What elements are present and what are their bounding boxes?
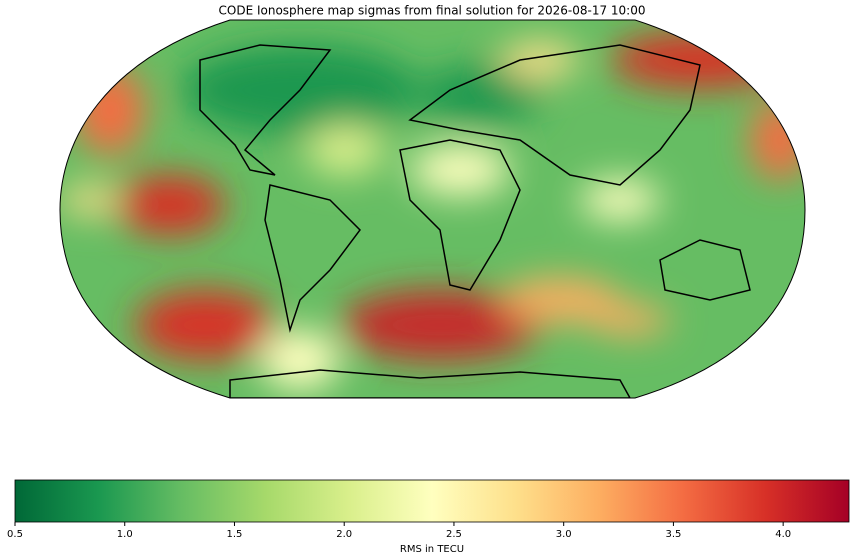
map-title: CODE Ionosphere map sigmas from final so…	[219, 4, 646, 18]
colorbar-tick-label: 0.5	[7, 529, 23, 540]
map-outline	[59, 19, 806, 399]
colorbar-tick-label: 3.5	[665, 529, 681, 540]
colorbar-tick-label: 3.0	[556, 529, 572, 540]
colorbar-label: RMS in TECU	[400, 544, 464, 555]
colorbar-tick-label: 4.0	[775, 529, 791, 540]
map	[60, 20, 805, 398]
colorbar-tick-label: 1.0	[117, 529, 133, 540]
colorbar-tick-label: 2.5	[446, 529, 462, 540]
colorbar-tick-label: 2.0	[336, 529, 352, 540]
colorbar	[14, 479, 850, 523]
colorbar-tick-label: 1.5	[227, 529, 243, 540]
